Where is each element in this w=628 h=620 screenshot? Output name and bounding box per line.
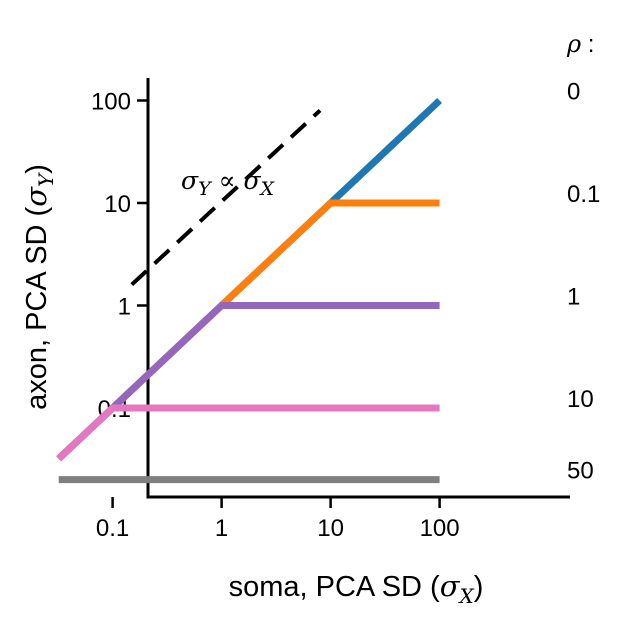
x-tick-label-0p1: 0.1 (96, 515, 129, 542)
reference-line (130, 108, 322, 287)
legend-title: ρ : (566, 30, 594, 58)
series-group (56, 97, 442, 484)
x-axis-title: soma, PCA SD (σX) (229, 569, 484, 608)
x-tick-label-1: 1 (215, 515, 228, 542)
series-label-1: 1 (567, 284, 580, 311)
series-label-0p1: 0.1 (567, 181, 600, 208)
x-tick-label-10: 10 (317, 515, 344, 542)
reference-line-label: σY ∝ σX (181, 166, 276, 200)
axes (146, 78, 570, 499)
x-tick-label-100: 100 (420, 515, 460, 542)
series-label-50: 50 (567, 458, 594, 485)
y-tick-label-10: 10 (104, 191, 131, 218)
y-tick-label-1: 1 (118, 294, 131, 321)
y-tick-label-100: 100 (91, 89, 131, 116)
y-axis-title: axon, PCA SD (σY) (19, 164, 58, 410)
series-labels: 0 0.1 1 10 50 (567, 79, 600, 485)
series-line-1 (56, 302, 440, 462)
series-label-10: 10 (567, 386, 594, 413)
series-label-0: 0 (567, 79, 580, 106)
series-line-10 (56, 404, 440, 462)
reference-line-group (130, 108, 322, 287)
